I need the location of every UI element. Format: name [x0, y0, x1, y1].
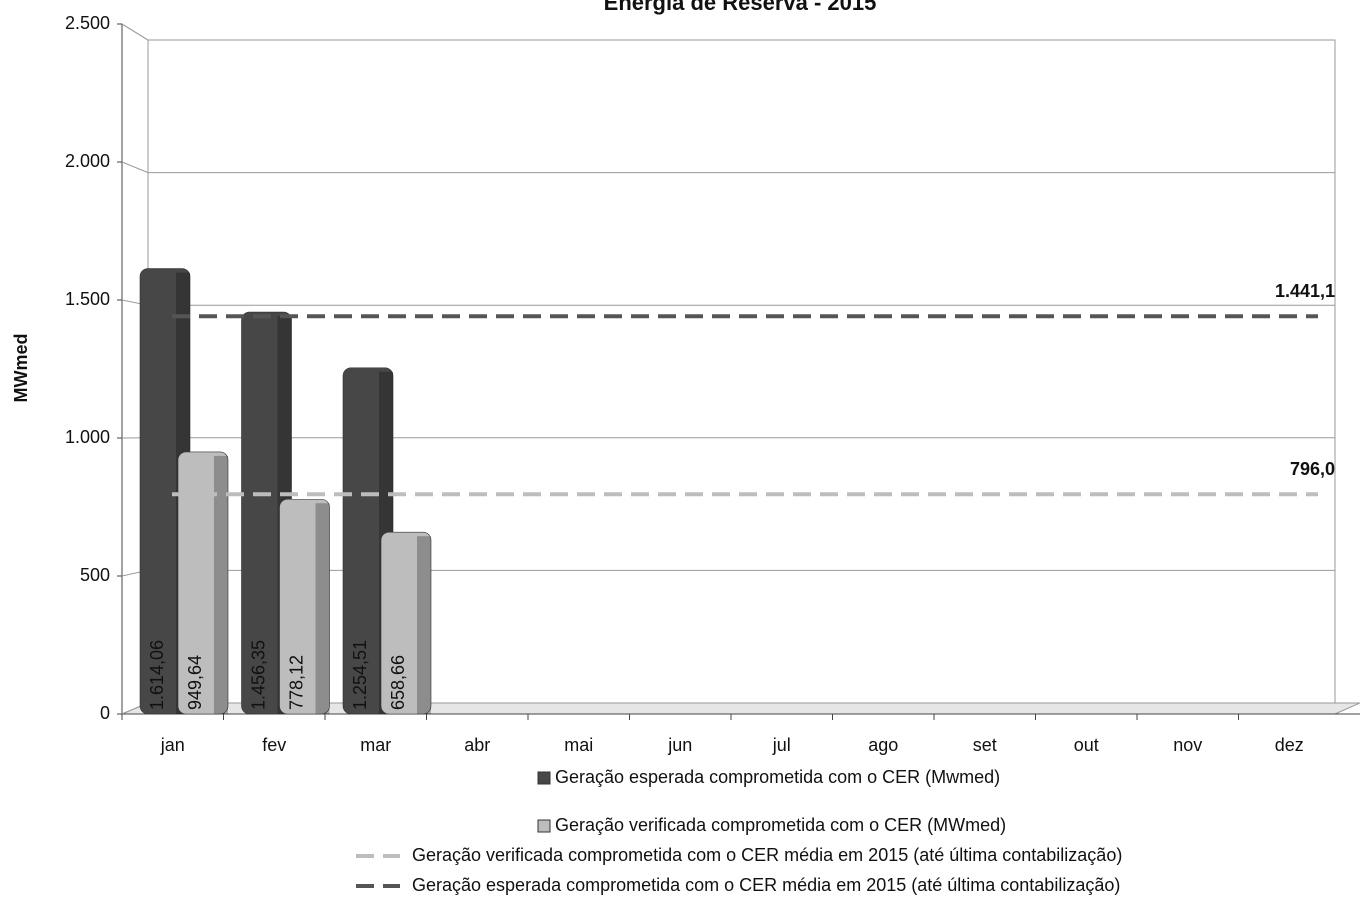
bar-side: [214, 455, 228, 714]
x-tick-label: mai: [564, 735, 593, 755]
x-tick-label: out: [1074, 735, 1099, 755]
data-label: 658,66: [388, 655, 408, 710]
x-tick-label: abr: [464, 735, 490, 755]
x-tick-label: mar: [360, 735, 391, 755]
y-tick-label: 0: [100, 703, 110, 723]
y-tick-label: 2.500: [65, 13, 110, 33]
x-tick-label: jul: [772, 735, 791, 755]
legend-label: Geração verificada comprometida com o CE…: [412, 845, 1122, 865]
grid-line: [121, 161, 1335, 174]
grid-line: [121, 23, 1335, 41]
bar-side: [315, 503, 330, 714]
legend-marker: [537, 771, 551, 785]
legend-label: Geração verificada comprometida com o CE…: [555, 815, 1006, 835]
x-tick-label: nov: [1173, 735, 1202, 755]
legend-marker: [537, 819, 551, 833]
x-tick-label: dez: [1275, 735, 1304, 755]
y-tick-label: 1.000: [65, 427, 110, 447]
reference-label: 1.441,1: [1275, 281, 1335, 301]
legend-label: Geração esperada comprometida com o CER …: [555, 767, 1000, 787]
y-axis-label: MWmed: [11, 334, 31, 403]
data-label: 1.614,06: [147, 640, 167, 710]
bar-side: [417, 536, 431, 714]
x-tick-label: jun: [667, 735, 692, 755]
legend-label: Geração esperada comprometida com o CER …: [412, 875, 1120, 895]
reference-label: 796,0: [1290, 459, 1335, 479]
data-label: 949,64: [185, 655, 205, 710]
x-tick-label: ago: [868, 735, 898, 755]
x-tick-label: jan: [160, 735, 185, 755]
y-tick-label: 2.000: [65, 151, 110, 171]
y-tick-label: 1.500: [65, 289, 110, 309]
data-label: 778,12: [286, 655, 306, 710]
bar: [177, 451, 229, 715]
data-label: 1.456,35: [248, 640, 268, 710]
data-label: 1.254,51: [350, 640, 370, 710]
x-tick-label: fev: [262, 735, 286, 755]
bar: [380, 531, 432, 715]
x-tick-label: set: [973, 735, 997, 755]
bar: [279, 498, 330, 715]
chart-title: Energia de Reserva - 2015: [604, 0, 877, 15]
y-tick-label: 500: [80, 565, 110, 585]
